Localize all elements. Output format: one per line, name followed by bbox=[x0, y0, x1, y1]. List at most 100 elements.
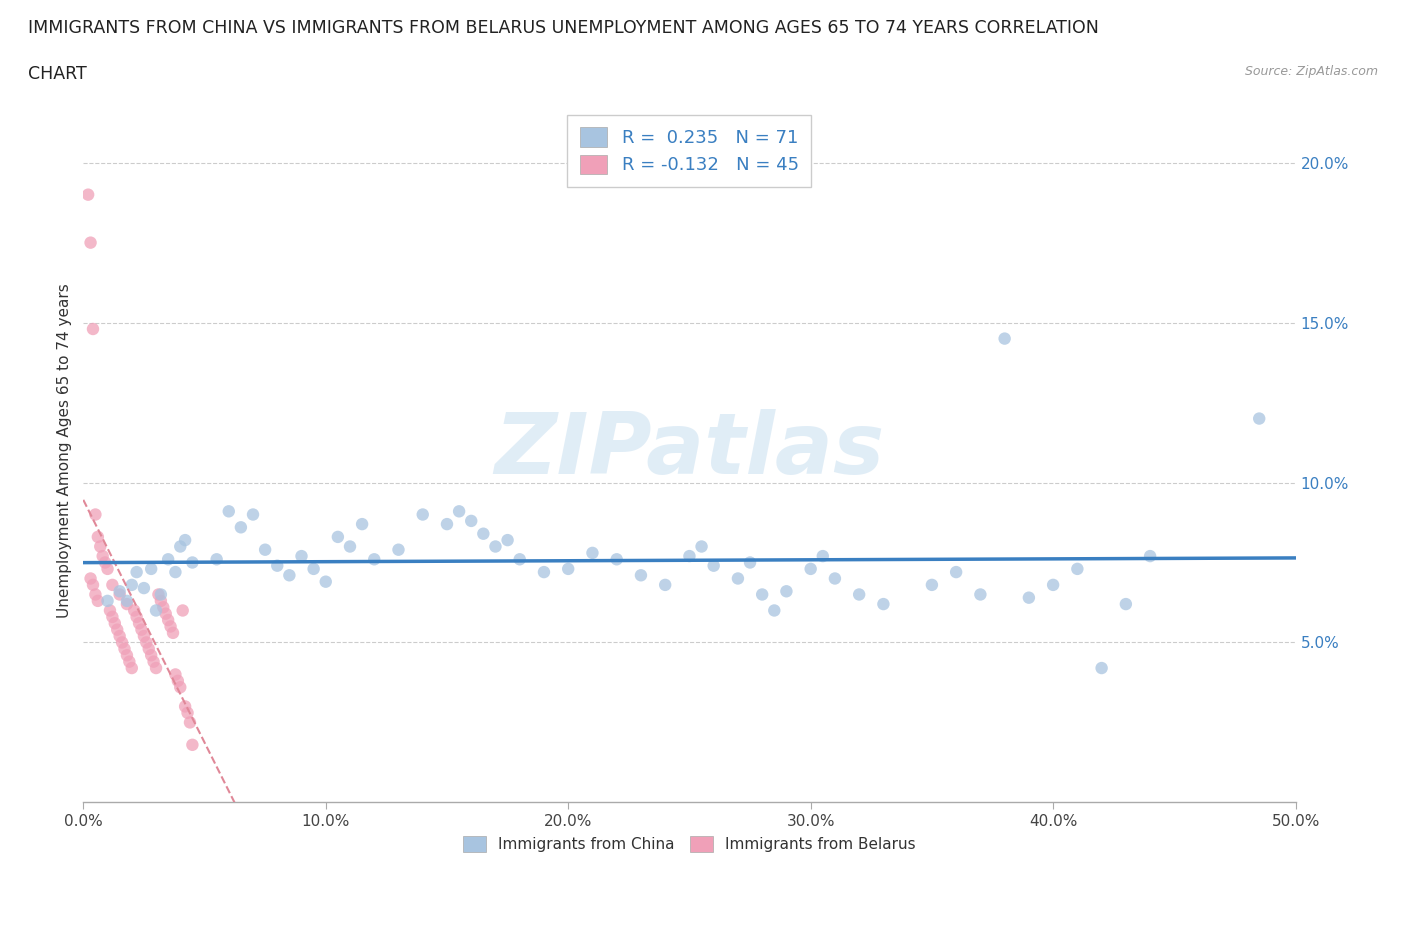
Point bbox=[125, 609, 148, 624]
Point bbox=[165, 565, 187, 579]
Point bbox=[1091, 660, 1114, 675]
Point bbox=[138, 642, 160, 657]
Point bbox=[363, 551, 385, 566]
Point bbox=[449, 504, 471, 519]
Point bbox=[179, 715, 201, 730]
Point bbox=[108, 584, 131, 599]
Point bbox=[79, 235, 101, 250]
Point bbox=[157, 551, 180, 566]
Point bbox=[302, 562, 325, 577]
Point bbox=[557, 562, 579, 577]
Point bbox=[94, 555, 117, 570]
Point bbox=[169, 539, 191, 554]
Point bbox=[824, 571, 846, 586]
Point bbox=[141, 562, 163, 577]
Point bbox=[128, 616, 150, 631]
Point bbox=[352, 517, 374, 532]
Point bbox=[630, 568, 652, 583]
Point bbox=[921, 578, 943, 592]
Point bbox=[115, 648, 138, 663]
Point bbox=[141, 648, 163, 663]
Point bbox=[1115, 597, 1137, 612]
Point bbox=[82, 578, 104, 592]
Point bbox=[165, 667, 187, 682]
Point bbox=[176, 705, 198, 720]
Point bbox=[1042, 578, 1064, 592]
Text: IMMIGRANTS FROM CHINA VS IMMIGRANTS FROM BELARUS UNEMPLOYMENT AMONG AGES 65 TO 7: IMMIGRANTS FROM CHINA VS IMMIGRANTS FROM… bbox=[28, 19, 1099, 36]
Point bbox=[87, 529, 110, 544]
Point bbox=[969, 587, 991, 602]
Point bbox=[484, 539, 506, 554]
Point bbox=[1139, 549, 1161, 564]
Point bbox=[436, 517, 458, 532]
Point bbox=[132, 580, 155, 595]
Point bbox=[132, 629, 155, 644]
Point bbox=[98, 603, 121, 618]
Point bbox=[254, 542, 277, 557]
Point bbox=[145, 603, 167, 618]
Point bbox=[131, 622, 153, 637]
Point bbox=[1249, 411, 1271, 426]
Point bbox=[121, 578, 143, 592]
Point bbox=[82, 322, 104, 337]
Text: CHART: CHART bbox=[28, 65, 87, 83]
Point bbox=[142, 654, 165, 669]
Point bbox=[654, 578, 676, 592]
Point bbox=[945, 565, 967, 579]
Point bbox=[266, 558, 288, 573]
Point bbox=[509, 551, 531, 566]
Legend: Immigrants from China, Immigrants from Belarus: Immigrants from China, Immigrants from B… bbox=[457, 830, 922, 858]
Point bbox=[205, 551, 228, 566]
Point bbox=[149, 593, 172, 608]
Point bbox=[315, 574, 337, 589]
Point bbox=[387, 542, 409, 557]
Point bbox=[155, 606, 177, 621]
Point bbox=[690, 539, 713, 554]
Point bbox=[412, 507, 434, 522]
Point bbox=[149, 587, 172, 602]
Point bbox=[96, 593, 118, 608]
Point bbox=[101, 578, 124, 592]
Point bbox=[606, 551, 628, 566]
Point bbox=[118, 654, 141, 669]
Point bbox=[174, 533, 197, 548]
Point bbox=[811, 549, 834, 564]
Point bbox=[84, 507, 107, 522]
Point bbox=[172, 603, 194, 618]
Point bbox=[104, 616, 127, 631]
Point bbox=[339, 539, 361, 554]
Point bbox=[125, 565, 148, 579]
Point bbox=[111, 635, 134, 650]
Point bbox=[678, 549, 700, 564]
Point bbox=[533, 565, 555, 579]
Point bbox=[460, 513, 482, 528]
Point bbox=[84, 587, 107, 602]
Point bbox=[848, 587, 870, 602]
Text: Source: ZipAtlas.com: Source: ZipAtlas.com bbox=[1244, 65, 1378, 78]
Point bbox=[496, 533, 519, 548]
Point bbox=[148, 587, 170, 602]
Point bbox=[800, 562, 823, 577]
Point bbox=[174, 699, 197, 714]
Point bbox=[229, 520, 252, 535]
Point bbox=[994, 331, 1017, 346]
Point bbox=[135, 635, 157, 650]
Point bbox=[278, 568, 301, 583]
Point bbox=[79, 571, 101, 586]
Text: ZIPatlas: ZIPatlas bbox=[495, 409, 884, 492]
Point bbox=[472, 526, 495, 541]
Point bbox=[87, 593, 110, 608]
Point bbox=[242, 507, 264, 522]
Point bbox=[77, 187, 100, 202]
Point bbox=[326, 529, 349, 544]
Point bbox=[218, 504, 240, 519]
Point bbox=[181, 737, 204, 752]
Point bbox=[703, 558, 725, 573]
Point bbox=[166, 673, 188, 688]
Point bbox=[872, 597, 894, 612]
Point bbox=[152, 600, 174, 615]
Point bbox=[738, 555, 761, 570]
Point bbox=[181, 555, 204, 570]
Point bbox=[169, 680, 191, 695]
Point bbox=[727, 571, 749, 586]
